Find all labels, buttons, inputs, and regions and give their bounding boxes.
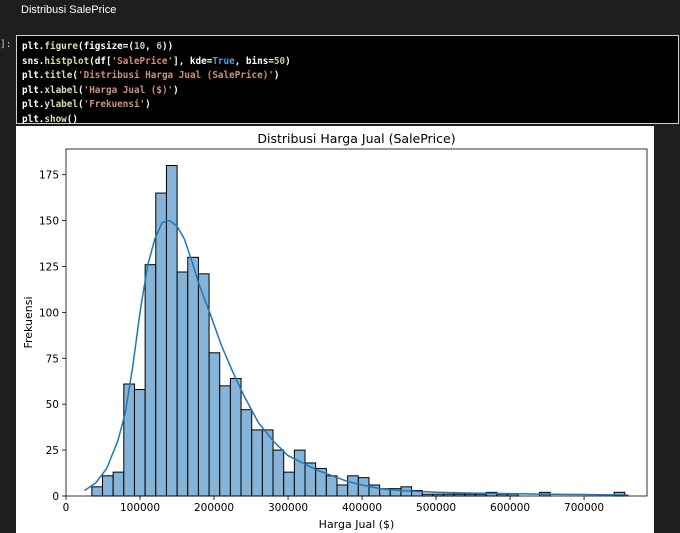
markdown-heading: Distribusi SalePrice <box>21 4 117 16</box>
code-token: (figsize=( <box>77 41 134 52</box>
code-token: 'SalePrice' <box>111 55 174 67</box>
histogram-bar <box>144 264 157 497</box>
code-token: , bins= <box>234 55 274 67</box>
code-token: histplot <box>44 55 90 67</box>
code-line: sns.histplot(df['SalePrice'], kde=True, … <box>22 55 291 70</box>
code-token: ( <box>77 99 84 111</box>
code-token: True <box>212 55 235 67</box>
code-token: plt. <box>22 70 45 82</box>
x-tick-label: 300000 <box>268 502 308 514</box>
code-token: 'Frekuensi' <box>83 99 146 111</box>
x-tick-label: 0 <box>63 502 70 514</box>
histogram-bar <box>176 271 189 497</box>
code-token: ylabel <box>44 99 78 111</box>
histogram-chart: 0 100000 200000 300000 400000 500000 600000 700… <box>22 131 648 531</box>
code-token: title <box>44 70 73 82</box>
histogram-bar <box>293 449 306 497</box>
plot-frame <box>65 148 648 497</box>
code-line: plt.show() <box>22 113 291 128</box>
histogram-bar <box>101 475 114 497</box>
execution-count: ]: <box>0 39 12 50</box>
cell-output: 0 100000 200000 300000 400000 500000 600000 700… <box>16 126 654 533</box>
code-line: plt.figure(figsize=(10, 6)) <box>22 40 291 55</box>
chart-title: Distribusi Harga Jual (SalePrice) <box>257 131 455 146</box>
y-tick-label: 150 <box>39 216 59 228</box>
code-token: ) <box>273 70 280 82</box>
code-token: plt. <box>22 113 45 125</box>
y-tick-label: 175 <box>39 170 59 182</box>
code-cell[interactable]: plt.figure(figsize=(10, 6)) sns.histplot(… <box>16 35 679 125</box>
code-line: plt.title('Distribusi Harga Jual (SalePr… <box>22 69 291 84</box>
code-token: figure <box>44 41 78 52</box>
code-editor[interactable]: plt.figure(figsize=(10, 6)) sns.histplot(… <box>22 40 291 128</box>
histogram-bar <box>347 475 359 497</box>
kde-line <box>84 219 629 496</box>
code-token: )) <box>161 41 174 52</box>
code-token: plt. <box>22 99 45 111</box>
code-token: ) <box>145 99 151 111</box>
code-token: ) <box>285 55 291 67</box>
code-token: ) <box>173 84 179 96</box>
y-axis-label: Frekuensi <box>22 296 35 348</box>
y-tick-label: 50 <box>46 399 59 411</box>
histogram-bar <box>357 477 370 497</box>
x-tick-label: 400000 <box>342 502 382 514</box>
y-tick-label: 125 <box>39 262 59 274</box>
y-tick-label: 75 <box>46 353 59 365</box>
histogram-bar <box>187 256 199 497</box>
histogram-bar <box>133 389 146 497</box>
code-token: 10 <box>133 41 146 52</box>
histogram-bar <box>325 475 338 497</box>
x-axis-label: Harga Jual ($) <box>319 518 395 531</box>
x-tick-label: 500000 <box>416 502 456 514</box>
x-tick-label: 700000 <box>564 502 604 514</box>
histogram-bar <box>112 471 125 497</box>
code-token: sns. <box>22 55 45 67</box>
histogram-bar <box>240 409 253 497</box>
code-token: 50 <box>273 55 286 67</box>
histogram-bar <box>91 486 103 497</box>
histogram-bar <box>229 377 242 497</box>
histogram-bar <box>283 471 295 497</box>
code-token: , <box>145 41 157 52</box>
code-token: xlabel <box>44 84 78 96</box>
histogram-bar <box>155 192 167 497</box>
x-tick-label: 100000 <box>120 502 160 514</box>
code-token: 'Distribusi Harga Jual (SalePrice)' <box>78 70 274 82</box>
histogram-bar <box>123 383 135 497</box>
histogram-bar <box>251 429 263 497</box>
histogram-bar <box>272 449 285 497</box>
x-tick-label: 200000 <box>194 502 234 514</box>
code-token: () <box>66 113 78 125</box>
y-tick-label: 25 <box>46 445 59 457</box>
code-token: plt. <box>22 41 45 52</box>
code-line: plt.xlabel('Harga Jual ($)') <box>22 84 291 99</box>
histogram-bar <box>219 385 231 497</box>
code-token: ( <box>77 84 84 96</box>
histogram-bar <box>336 484 349 497</box>
code-token: ( <box>72 70 78 82</box>
code-token: 6 <box>156 41 162 52</box>
code-token: show <box>44 113 67 125</box>
code-token: 'Harga Jual ($)' <box>83 84 174 96</box>
histogram-bar <box>165 165 178 497</box>
code-token: (df[ <box>89 55 112 67</box>
code-token: plt. <box>22 84 45 96</box>
code-token: ], kde= <box>173 55 213 67</box>
code-line: plt.ylabel('Frekuensi') <box>22 98 291 113</box>
y-tick-label: 100 <box>39 307 59 319</box>
x-tick-label: 600000 <box>490 502 530 514</box>
y-tick-label: 0 <box>52 491 59 503</box>
histogram-bar <box>208 352 221 497</box>
